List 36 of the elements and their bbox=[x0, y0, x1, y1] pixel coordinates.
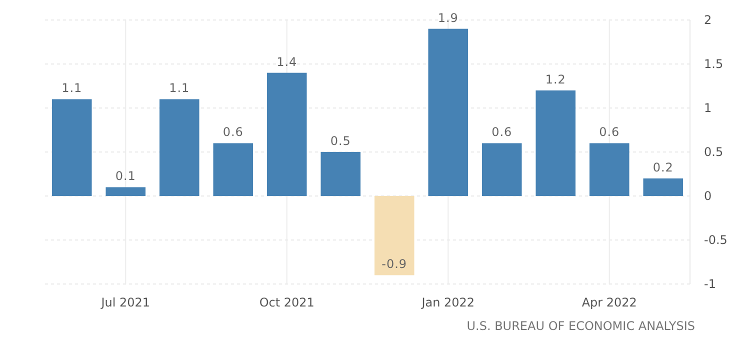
data-label: 1.4 bbox=[276, 54, 298, 69]
y-tick-label: -1 bbox=[704, 276, 716, 291]
y-tick-label: -0.5 bbox=[704, 232, 728, 247]
bar bbox=[320, 152, 361, 196]
bar bbox=[266, 72, 307, 196]
bar bbox=[213, 143, 254, 196]
data-label: 1.1 bbox=[62, 81, 82, 96]
bar bbox=[536, 90, 576, 196]
bar bbox=[482, 143, 522, 196]
data-label: 1.9 bbox=[438, 10, 458, 25]
bar bbox=[106, 187, 146, 196]
y-tick-label: 1 bbox=[704, 100, 712, 115]
data-label: 0.6 bbox=[222, 125, 244, 140]
data-label: 0.2 bbox=[652, 160, 674, 174]
y-tick-label: 0 bbox=[704, 188, 712, 203]
x-tick-label: Jul 2021 bbox=[100, 296, 150, 310]
data-label: 0.6 bbox=[492, 125, 512, 140]
y-tick-label: 1.5 bbox=[704, 56, 724, 71]
bar bbox=[428, 28, 468, 196]
bar bbox=[159, 99, 200, 196]
x-tick-label: Oct 2021 bbox=[259, 296, 314, 310]
data-label: 1.2 bbox=[545, 72, 566, 86]
y-tick-label: 0.5 bbox=[704, 144, 724, 159]
y-tick-label: 2 bbox=[704, 12, 712, 27]
bar bbox=[374, 196, 414, 276]
data-label: -0.9 bbox=[382, 257, 408, 272]
data-label: 0.6 bbox=[599, 125, 620, 140]
bar bbox=[52, 99, 92, 196]
data-label: 0.5 bbox=[330, 134, 351, 148]
x-tick-label: Jan 2022 bbox=[420, 296, 475, 310]
x-tick-label: Apr 2022 bbox=[582, 296, 637, 310]
bar bbox=[643, 178, 684, 196]
bar bbox=[589, 143, 630, 196]
data-label: 1.1 bbox=[169, 81, 190, 96]
data-label: 0.1 bbox=[115, 169, 136, 184]
text: U.S. BUREAU OF ECONOMIC ANALYSIS bbox=[466, 319, 695, 333]
